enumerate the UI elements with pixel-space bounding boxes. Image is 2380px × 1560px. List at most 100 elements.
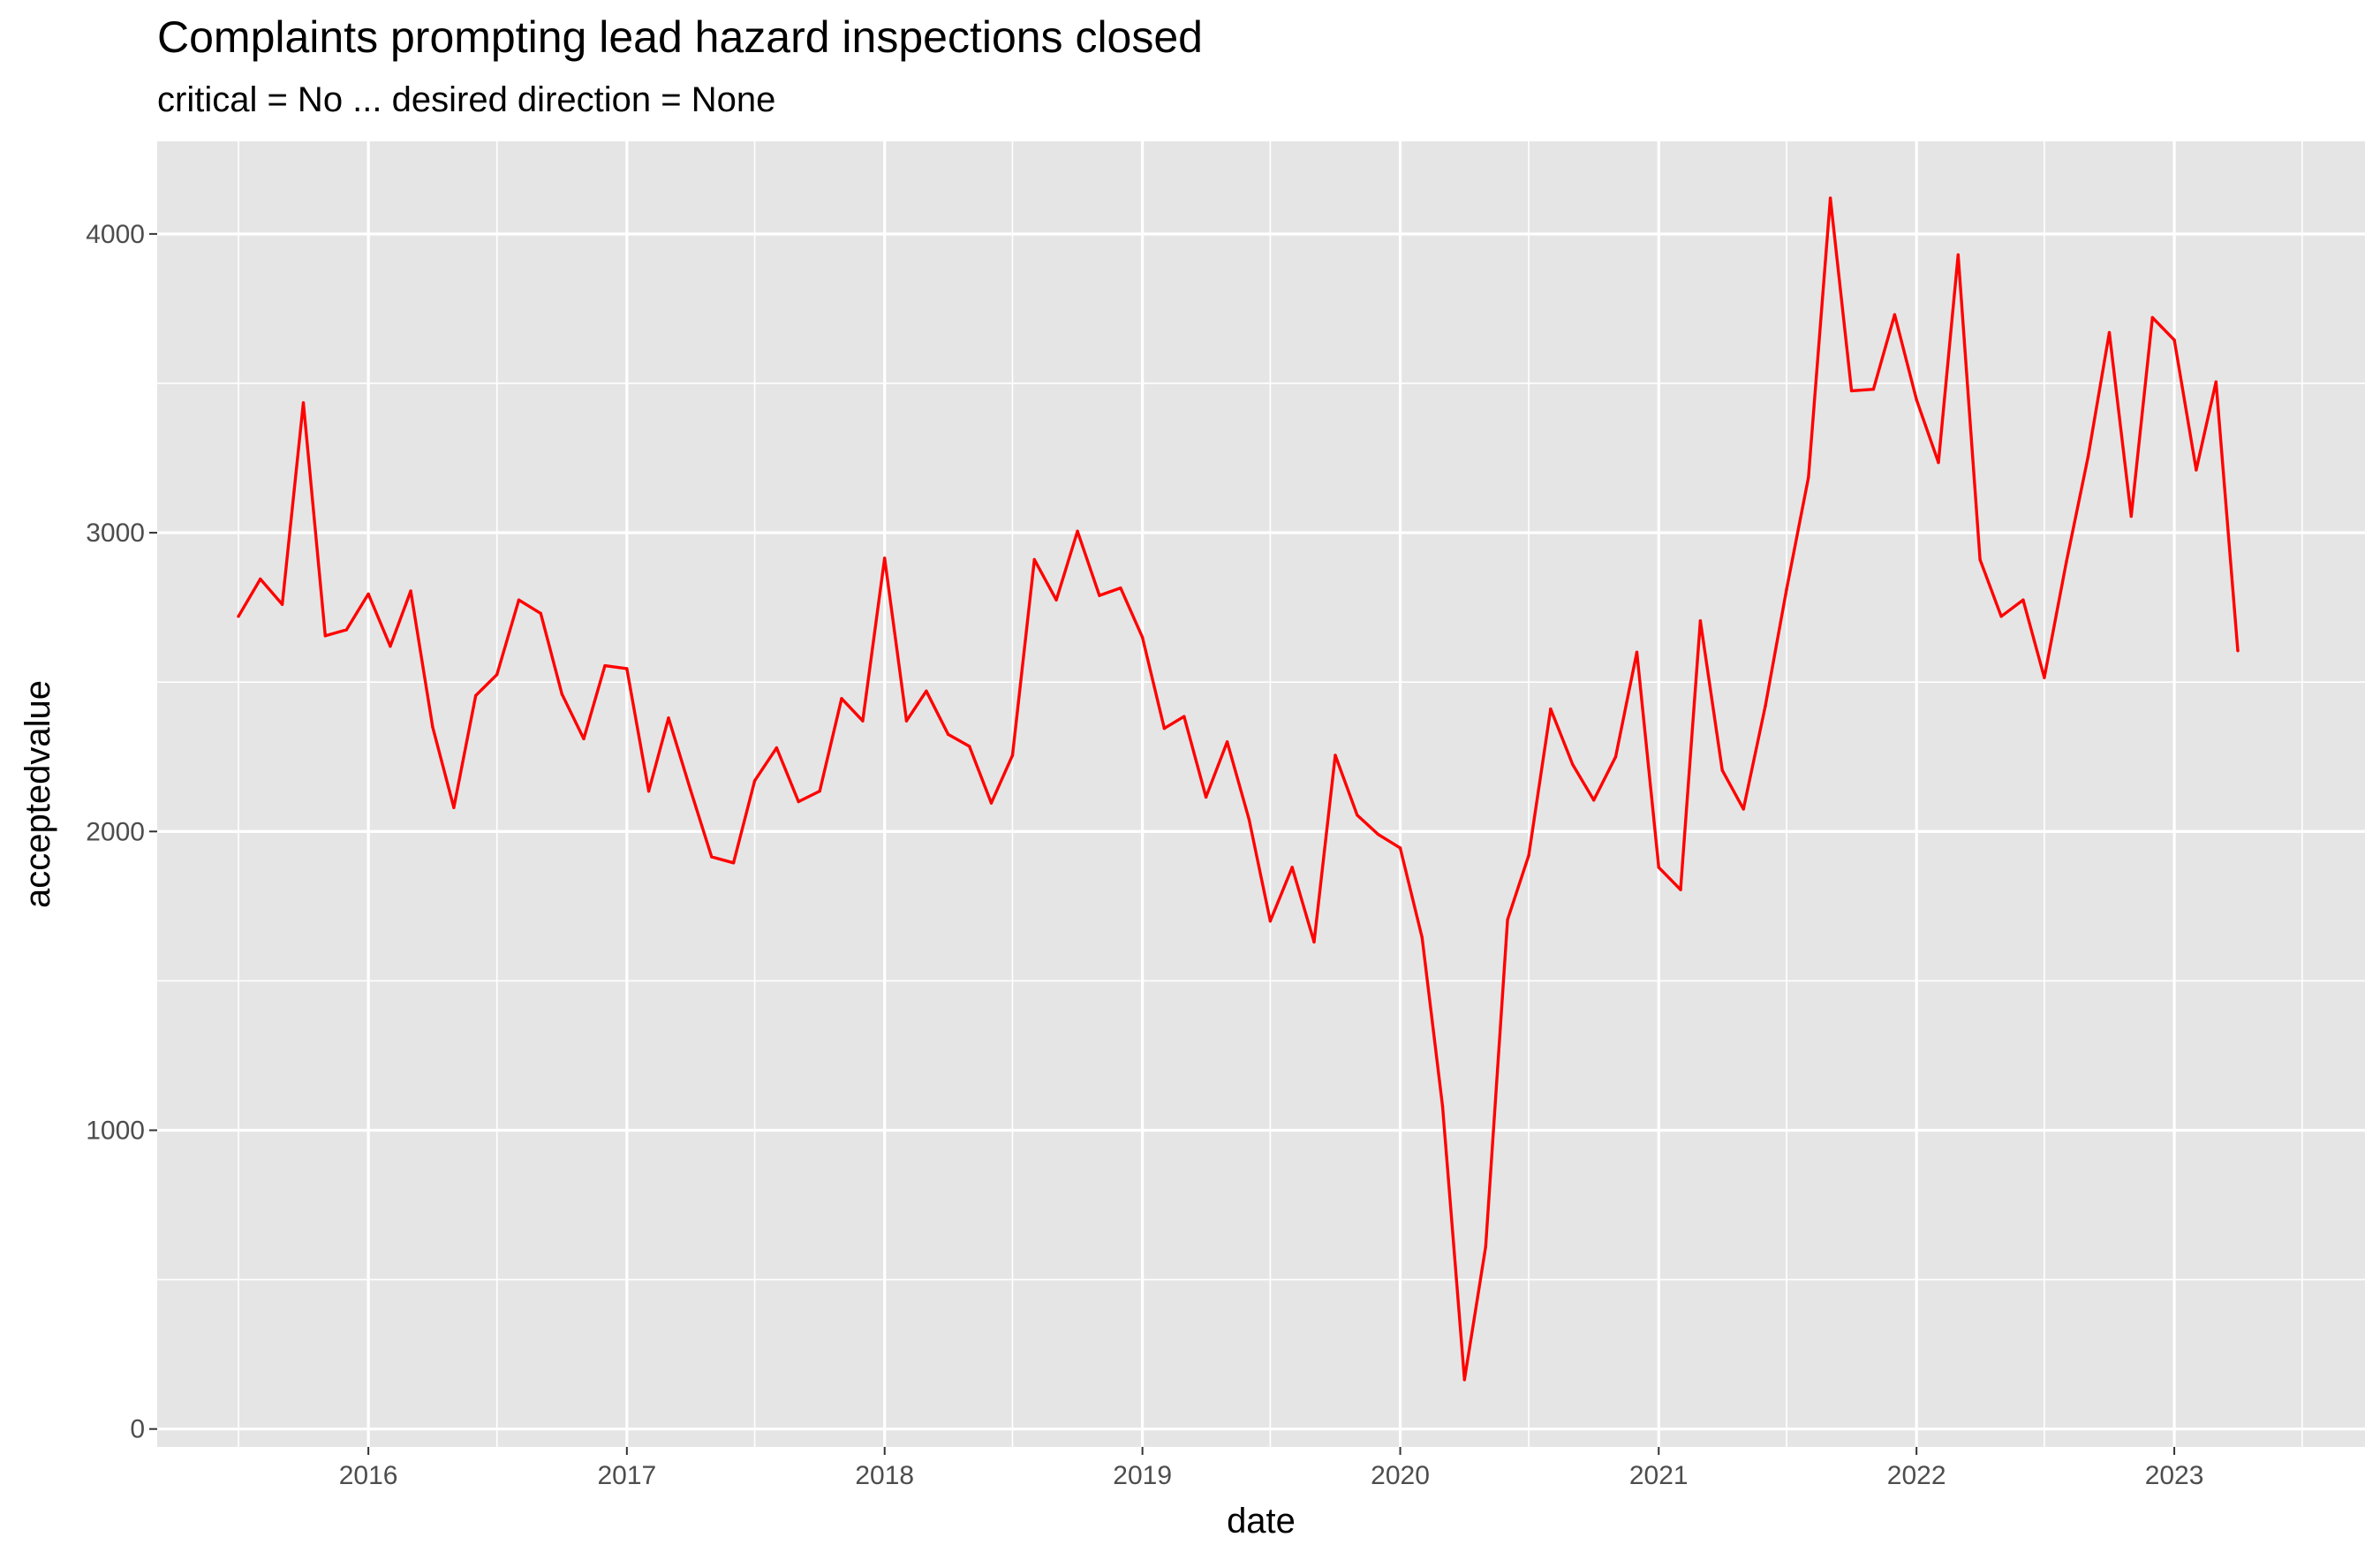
data-point	[646, 789, 651, 793]
data-point	[1915, 398, 1918, 402]
data-point	[1140, 635, 1145, 640]
x-tick-label: 2022	[1887, 1461, 1946, 1490]
data-point	[1377, 832, 1380, 837]
y-tick-label: 3000	[86, 519, 145, 548]
data-point	[1334, 753, 1337, 757]
data-point	[1204, 795, 1208, 799]
data-point	[710, 855, 714, 859]
data-point	[389, 644, 392, 648]
data-point	[1356, 813, 1359, 817]
data-point	[1549, 707, 1553, 711]
x-tick-label: 2019	[1113, 1461, 1172, 1490]
data-point	[1807, 475, 1810, 480]
data-point	[667, 716, 670, 720]
data-point	[1398, 846, 1402, 850]
data-point	[1032, 557, 1036, 562]
chart-title: Complaints prompting lead hazard inspect…	[157, 12, 1203, 62]
data-point	[1871, 388, 1876, 391]
data-point	[1679, 888, 1682, 891]
y-tick-label: 0	[130, 1415, 145, 1444]
data-point	[1893, 313, 1897, 316]
series-points	[237, 196, 2240, 1382]
data-point	[280, 602, 284, 606]
data-point	[1225, 740, 1229, 744]
data-point	[1119, 586, 1122, 590]
data-point	[1570, 762, 1575, 766]
data-point	[1506, 918, 1509, 921]
y-tick-label: 4000	[86, 220, 145, 249]
data-point	[1162, 726, 1167, 731]
minor-grid	[157, 141, 2365, 1447]
x-tick-label: 2020	[1371, 1461, 1430, 1490]
data-point	[2065, 561, 2068, 564]
data-point	[603, 663, 607, 668]
data-point	[366, 592, 370, 596]
x-axis-title: date	[1227, 1502, 1296, 1541]
data-point	[925, 689, 928, 693]
x-tick-label: 2017	[597, 1461, 656, 1490]
y-tick-label: 2000	[86, 817, 145, 846]
data-point	[1720, 769, 1724, 772]
data-point	[409, 589, 412, 593]
data-point	[840, 697, 843, 700]
data-point	[861, 719, 865, 723]
y-axis: 0 1000 2000 3000 4000	[86, 220, 157, 1444]
data-point	[1999, 615, 2003, 618]
data-point	[689, 788, 692, 791]
data-point	[968, 745, 971, 748]
data-point	[752, 779, 757, 783]
data-point	[495, 673, 499, 677]
data-point	[582, 737, 586, 741]
data-point	[2195, 468, 2198, 472]
y-axis-title: acceptedvalue	[19, 680, 57, 908]
x-tick-label: 2018	[855, 1461, 914, 1490]
data-point	[904, 719, 909, 723]
data-point	[1978, 557, 1982, 562]
data-point	[1657, 866, 1660, 869]
data-point	[1076, 529, 1079, 534]
data-point	[1764, 704, 1767, 708]
data-point	[947, 732, 950, 737]
chart-subtitle: critical = No ... desired direction = No…	[157, 80, 776, 119]
data-point	[1054, 598, 1058, 602]
data-point	[1420, 935, 1424, 940]
series-layer	[237, 196, 2240, 1382]
data-point	[2043, 676, 2046, 679]
data-point	[1956, 253, 1961, 257]
series-line	[237, 196, 2240, 1382]
data-point	[1613, 755, 1618, 759]
data-point	[431, 725, 434, 729]
x-axis: 2016 2017 2018 2019 2020 2021 2022 2023	[339, 1447, 2203, 1490]
data-point	[1635, 650, 1639, 655]
y-tick-label: 1000	[86, 1116, 145, 1145]
data-point	[731, 861, 736, 865]
data-point	[2236, 648, 2240, 653]
data-point	[2129, 514, 2133, 519]
data-point	[2172, 338, 2176, 342]
data-point	[1182, 715, 1186, 718]
data-point	[301, 401, 306, 405]
data-point	[989, 801, 994, 805]
data-point	[2214, 380, 2218, 383]
data-point	[2107, 330, 2112, 335]
data-point	[1742, 807, 1745, 811]
data-point	[797, 799, 800, 804]
data-point	[344, 628, 349, 632]
data-point	[818, 789, 821, 793]
data-point	[1828, 196, 1832, 200]
data-point	[1312, 940, 1316, 944]
data-point	[560, 692, 563, 696]
data-point	[883, 557, 887, 560]
data-point	[625, 667, 629, 670]
data-point	[539, 611, 542, 616]
data-point	[1527, 853, 1530, 858]
x-tick-label: 2016	[339, 1461, 398, 1490]
data-point	[473, 693, 478, 698]
data-point	[2021, 598, 2025, 602]
data-point	[1937, 460, 1940, 465]
data-point	[1010, 753, 1015, 757]
data-point	[2150, 315, 2154, 320]
data-point	[323, 634, 328, 638]
data-point	[1098, 594, 1101, 597]
